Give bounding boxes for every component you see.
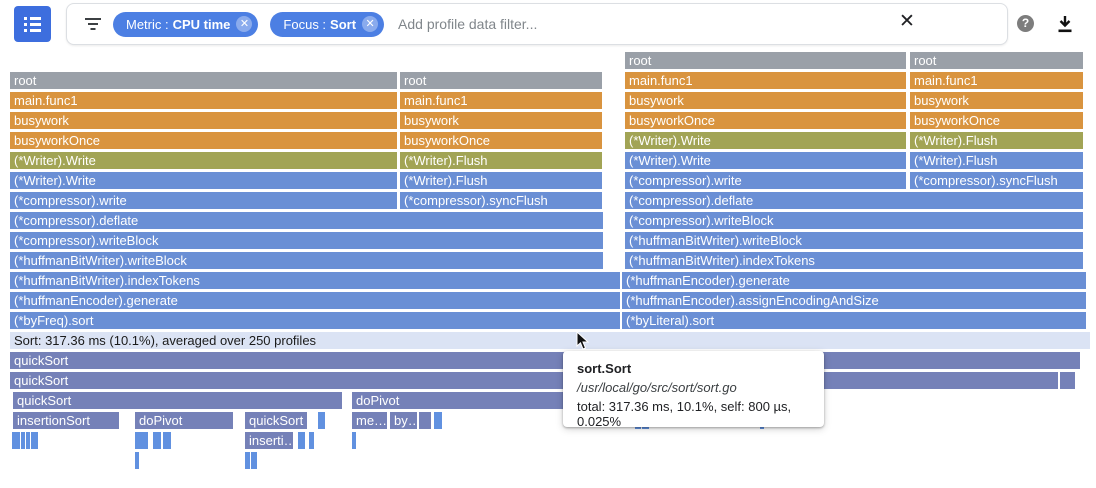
flame-bar-small[interactable] (135, 452, 139, 469)
flame-bar[interactable]: me… (352, 412, 387, 429)
flame-bar-small[interactable] (352, 432, 356, 449)
flame-bar[interactable]: (*Writer).Flush (400, 172, 602, 189)
flame-bar-small[interactable] (135, 432, 148, 449)
flame-bar[interactable]: (*compressor).write (625, 172, 906, 189)
flame-bar-small[interactable] (21, 432, 25, 449)
chip-focus-close-icon[interactable]: ✕ (362, 16, 379, 32)
chip-metric[interactable]: Metric : CPU time ✕ (113, 11, 259, 37)
help-icon[interactable]: ? (1017, 15, 1034, 32)
toolbar: Metric : CPU time ✕ Focus : Sort ✕ Add p… (0, 0, 1096, 48)
flame-bar-small[interactable] (153, 432, 161, 449)
flame-bar[interactable]: quickSort (10, 352, 1080, 369)
flame-bar[interactable]: (*Writer).Write (10, 152, 397, 169)
flame-bar[interactable]: (*huffmanBitWriter).writeBlock (625, 232, 1083, 249)
flame-bar[interactable]: (*huffmanBitWriter).indexTokens (625, 252, 1083, 269)
flame-bar[interactable]: (*compressor).syncFlush (400, 192, 602, 209)
flame-bar-small[interactable] (245, 452, 250, 469)
tooltip: sort.Sort /usr/local/go/src/sort/sort.go… (563, 351, 824, 429)
flame-bar[interactable]: (*compressor).writeBlock (625, 212, 1083, 229)
flame-bar[interactable]: main.func1 (625, 72, 906, 89)
mouse-cursor-icon (576, 330, 590, 356)
flame-bar[interactable]: root (400, 72, 602, 89)
menu-button[interactable] (14, 6, 51, 42)
flame-bar-small[interactable] (438, 412, 442, 429)
filter-input-placeholder[interactable]: Add profile data filter... (398, 16, 538, 32)
flame-bar[interactable]: root (625, 52, 906, 69)
flame-bar[interactable]: quickSort (13, 392, 342, 409)
list-icon (24, 16, 41, 32)
flame-bar[interactable]: quickSort (245, 412, 307, 429)
tooltip-stats: total: 317.36 ms, 10.1%, self: 800 µs, 0… (577, 399, 792, 429)
flame-bar[interactable]: busywork (625, 92, 906, 109)
flame-bar[interactable]: (*compressor).deflate (10, 212, 603, 229)
flame-bar[interactable]: (*huffmanEncoder).generate (10, 292, 620, 309)
flame-bar-small[interactable] (309, 432, 314, 449)
flame-bar[interactable]: doPivot (352, 392, 585, 409)
tooltip-title: sort.Sort (577, 361, 632, 376)
flame-bar[interactable]: busyworkOnce (910, 112, 1083, 129)
flame-bar[interactable]: busywork (10, 112, 397, 129)
chip-focus-label: Focus : (283, 16, 327, 32)
flame-bar-small[interactable] (298, 432, 305, 449)
flame-bar[interactable]: (*compressor).writeBlock (10, 232, 603, 249)
tooltip-source-path: /usr/local/go/src/sort/sort.go (577, 380, 737, 395)
chip-metric-close-icon[interactable]: ✕ (236, 16, 253, 32)
flame-bar-small[interactable] (318, 412, 325, 429)
flame-bar[interactable]: main.func1 (910, 72, 1083, 89)
flame-bar[interactable]: quickSort (10, 372, 1058, 389)
flame-bar[interactable]: root (910, 52, 1083, 69)
flame-bar[interactable]: (*huffmanBitWriter).indexTokens (10, 272, 620, 289)
flame-bar-small[interactable] (434, 412, 438, 429)
flame-bar[interactable]: (*Writer).Write (625, 132, 906, 149)
flame-bar-small[interactable] (163, 432, 171, 449)
flame-bar[interactable]: (*huffmanBitWriter).writeBlock (10, 252, 603, 269)
filter-icon (85, 18, 101, 30)
flame-bar-small[interactable] (26, 432, 30, 449)
flame-bar[interactable]: (*compressor).deflate (625, 192, 1083, 209)
filter-searchbox[interactable]: Metric : CPU time ✕ Focus : Sort ✕ Add p… (66, 3, 1008, 45)
flame-bar[interactable]: busywork (400, 112, 602, 129)
flame-bar[interactable]: (*byFreq).sort (10, 312, 620, 329)
flame-bar[interactable]: by… (390, 412, 417, 429)
chip-metric-label: Metric : (126, 16, 169, 32)
chip-metric-value: CPU time (172, 16, 231, 32)
flame-bar[interactable]: (*Writer).Flush (910, 132, 1083, 149)
flame-bar-small[interactable] (419, 412, 431, 429)
chip-focus[interactable]: Focus : Sort ✕ (270, 11, 385, 37)
flame-bar[interactable]: inserti… (245, 432, 293, 449)
flame-bar[interactable]: busyworkOnce (625, 112, 906, 129)
flame-bar-small[interactable] (31, 432, 38, 449)
flame-bar[interactable]: (*compressor).write (10, 192, 397, 209)
flame-bar[interactable]: root (10, 72, 397, 89)
flame-bar[interactable]: (*Writer).Flush (910, 152, 1083, 169)
flame-bar[interactable]: main.func1 (10, 92, 397, 109)
flame-bar[interactable]: (*byLiteral).sort (622, 312, 1086, 329)
flame-bar-small[interactable] (12, 432, 20, 449)
chip-focus-value: Sort (330, 16, 357, 32)
clear-filters-icon[interactable]: ✕ (899, 11, 915, 32)
flame-bar[interactable]: insertionSort (13, 412, 119, 429)
flame-bar[interactable]: (*huffmanEncoder).generate (622, 272, 1086, 289)
flame-bar[interactable]: busyworkOnce (400, 132, 602, 149)
download-icon[interactable] (1055, 13, 1075, 35)
flame-bar-small[interactable] (1060, 372, 1075, 389)
flame-bar[interactable]: (*Writer).Write (10, 172, 397, 189)
flame-bar[interactable]: busywork (910, 92, 1083, 109)
flame-bar[interactable]: Sort: 317.36 ms (10.1%), averaged over 2… (10, 332, 1090, 349)
flame-bar[interactable]: doPivot (135, 412, 233, 429)
flame-bar[interactable]: (*Writer).Flush (400, 152, 602, 169)
flame-bar[interactable]: (*compressor).syncFlush (910, 172, 1083, 189)
flame-bar[interactable]: main.func1 (400, 92, 602, 109)
flame-bar-small[interactable] (251, 452, 257, 469)
flame-bar[interactable]: (*huffmanEncoder).assignEncodingAndSize (622, 292, 1086, 309)
flame-bar[interactable]: (*Writer).Write (625, 152, 906, 169)
flame-bar[interactable]: busyworkOnce (10, 132, 397, 149)
